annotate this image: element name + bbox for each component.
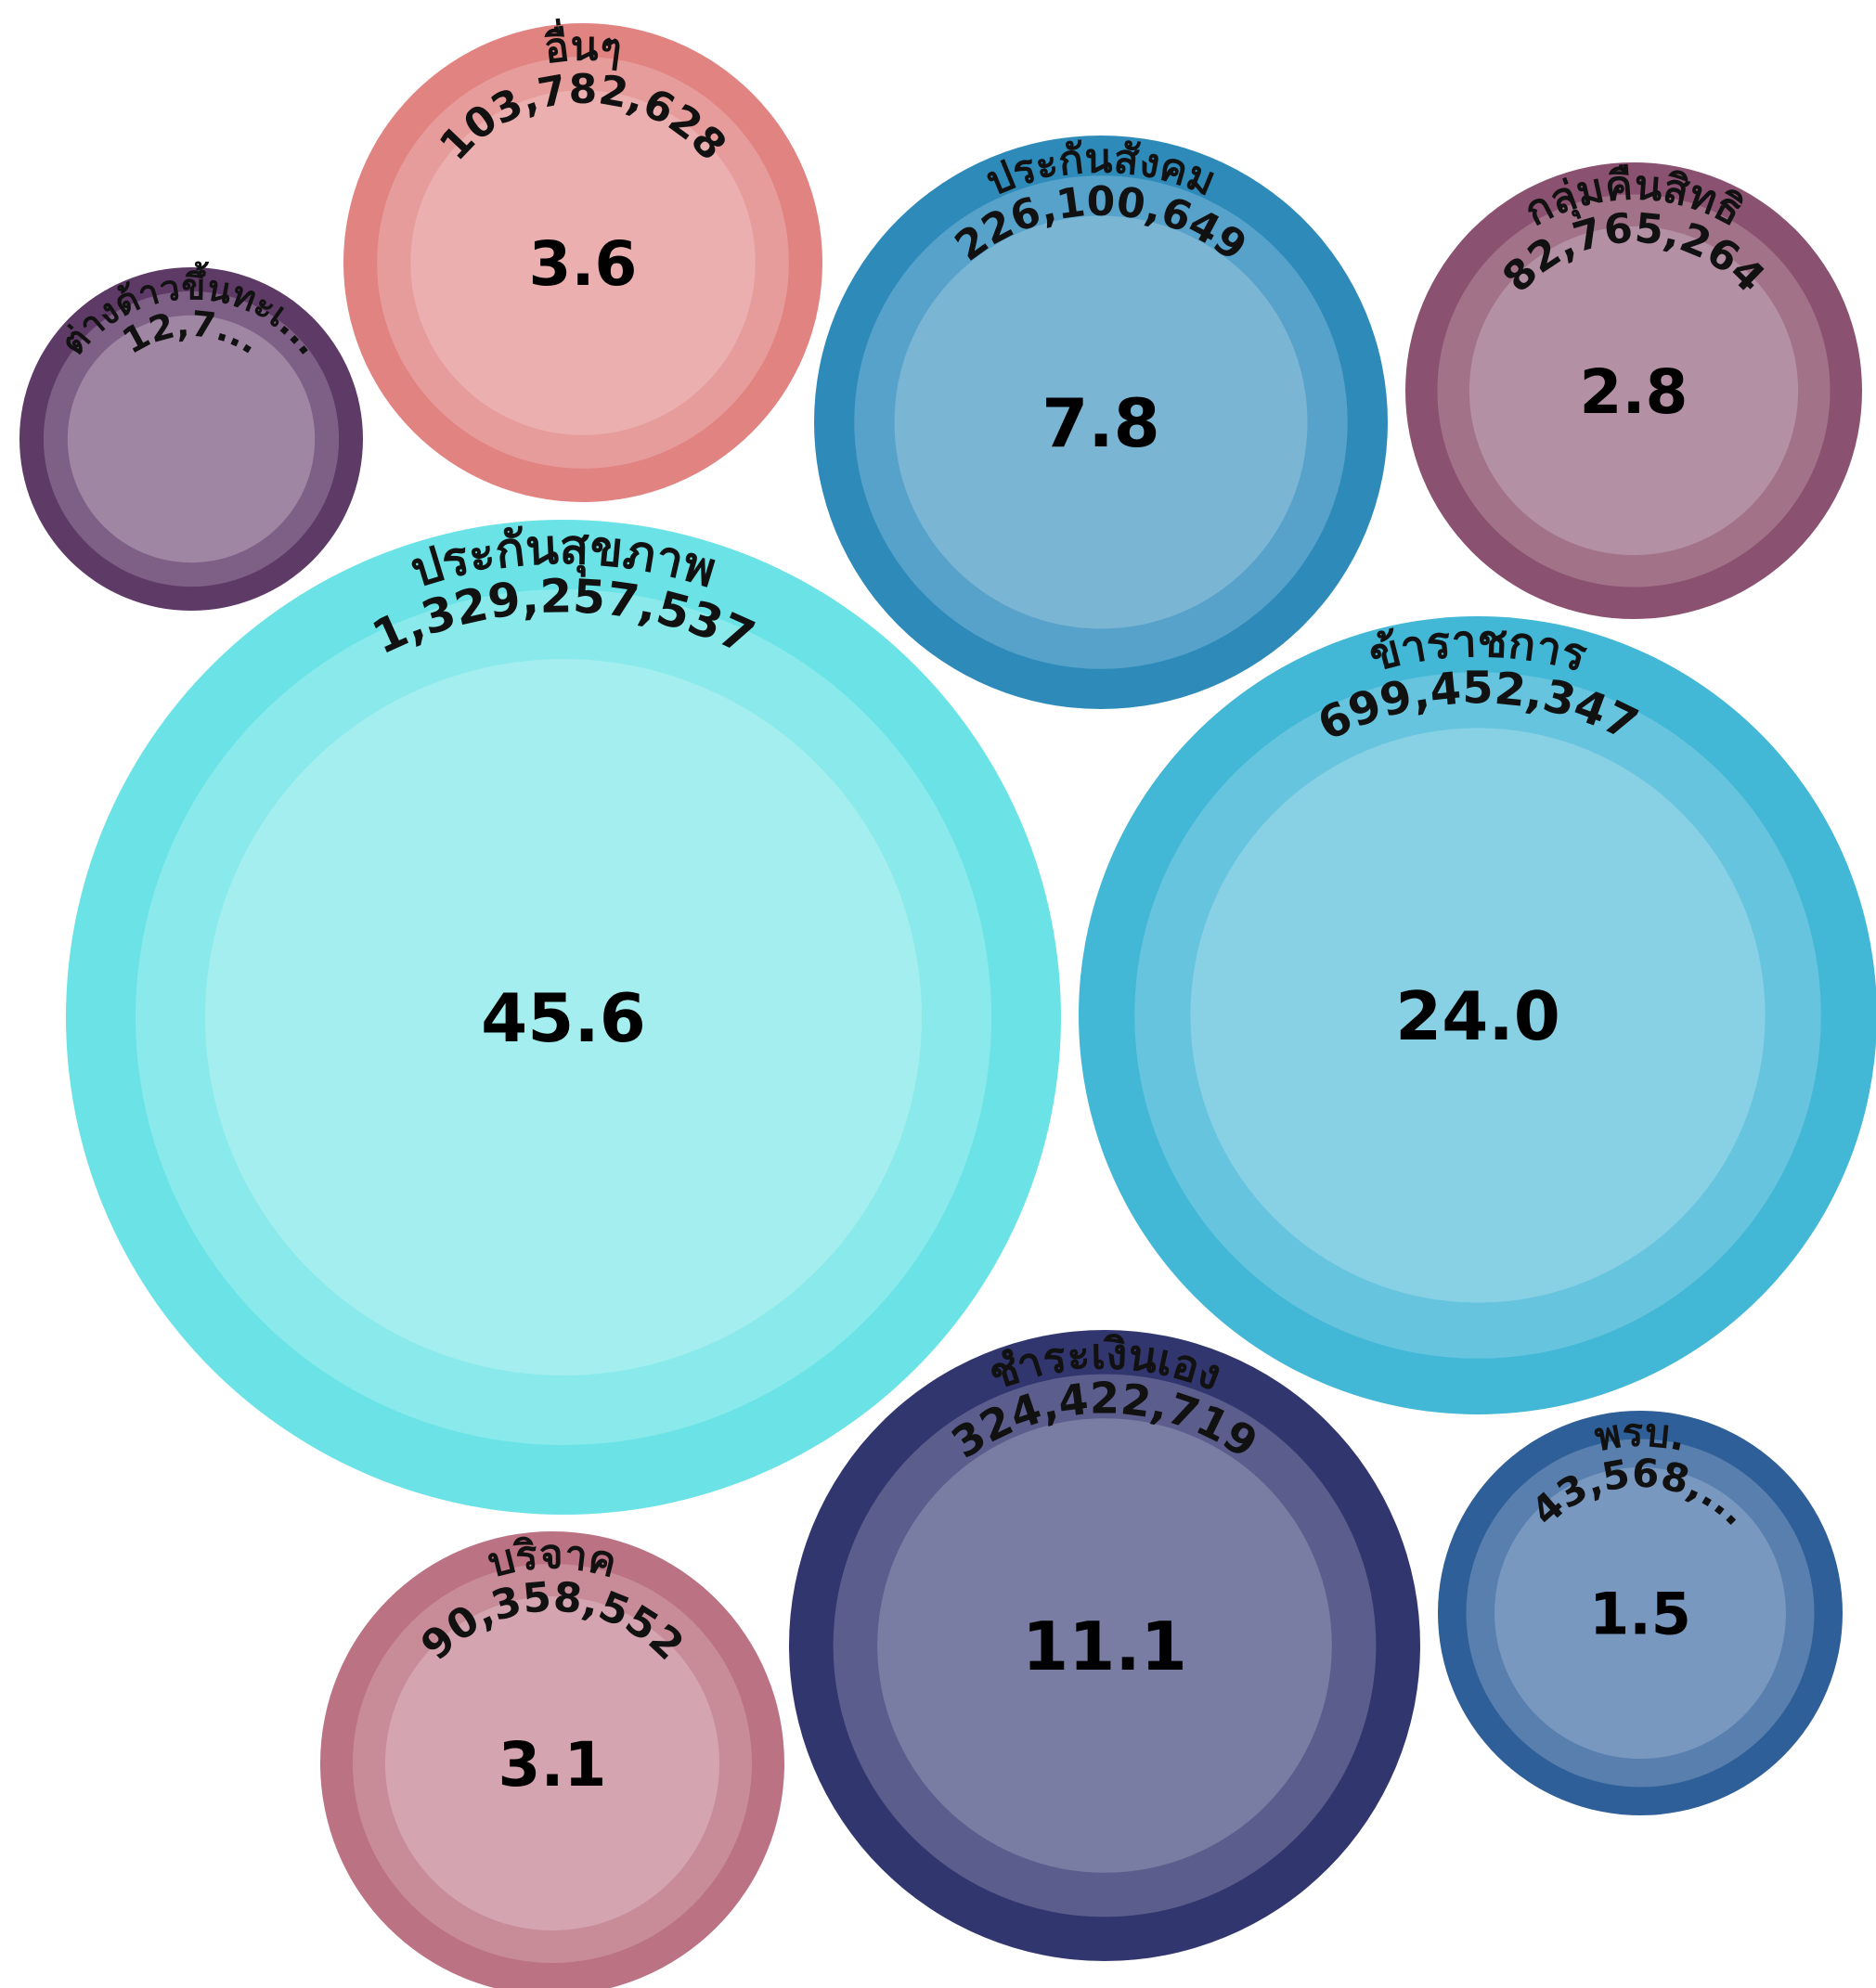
series-label: อื่นๆ [541,18,625,73]
bubble-ring [67,315,316,563]
bubble-ring [385,1596,719,1930]
percent-label: 45.6 [481,979,646,1057]
bubble-ring [877,1418,1332,1873]
bubble-ring [1468,226,1799,556]
percent-label: 24.0 [1395,977,1560,1055]
bubble-ring [1190,728,1766,1303]
percent-label: 2.8 [1580,356,1688,428]
percent-label: 3.1 [498,1729,607,1801]
series-label: บริจาค [483,1531,621,1587]
bubble-ring [1494,1467,1786,1759]
bubble-ring [894,215,1308,629]
bubble: ต่างด้าวขึ้นทะเ...12,7... [19,261,363,611]
bubble-ring [205,659,922,1375]
bubble-ring [410,90,756,435]
percent-label: 1.5 [1589,1580,1691,1647]
percent-label: 11.1 [1022,1607,1187,1685]
bubble: พรบ.43,568,...1.5 [1438,1410,1843,1815]
percent-label: 7.8 [1042,384,1160,462]
percent-label: 3.6 [529,228,638,300]
